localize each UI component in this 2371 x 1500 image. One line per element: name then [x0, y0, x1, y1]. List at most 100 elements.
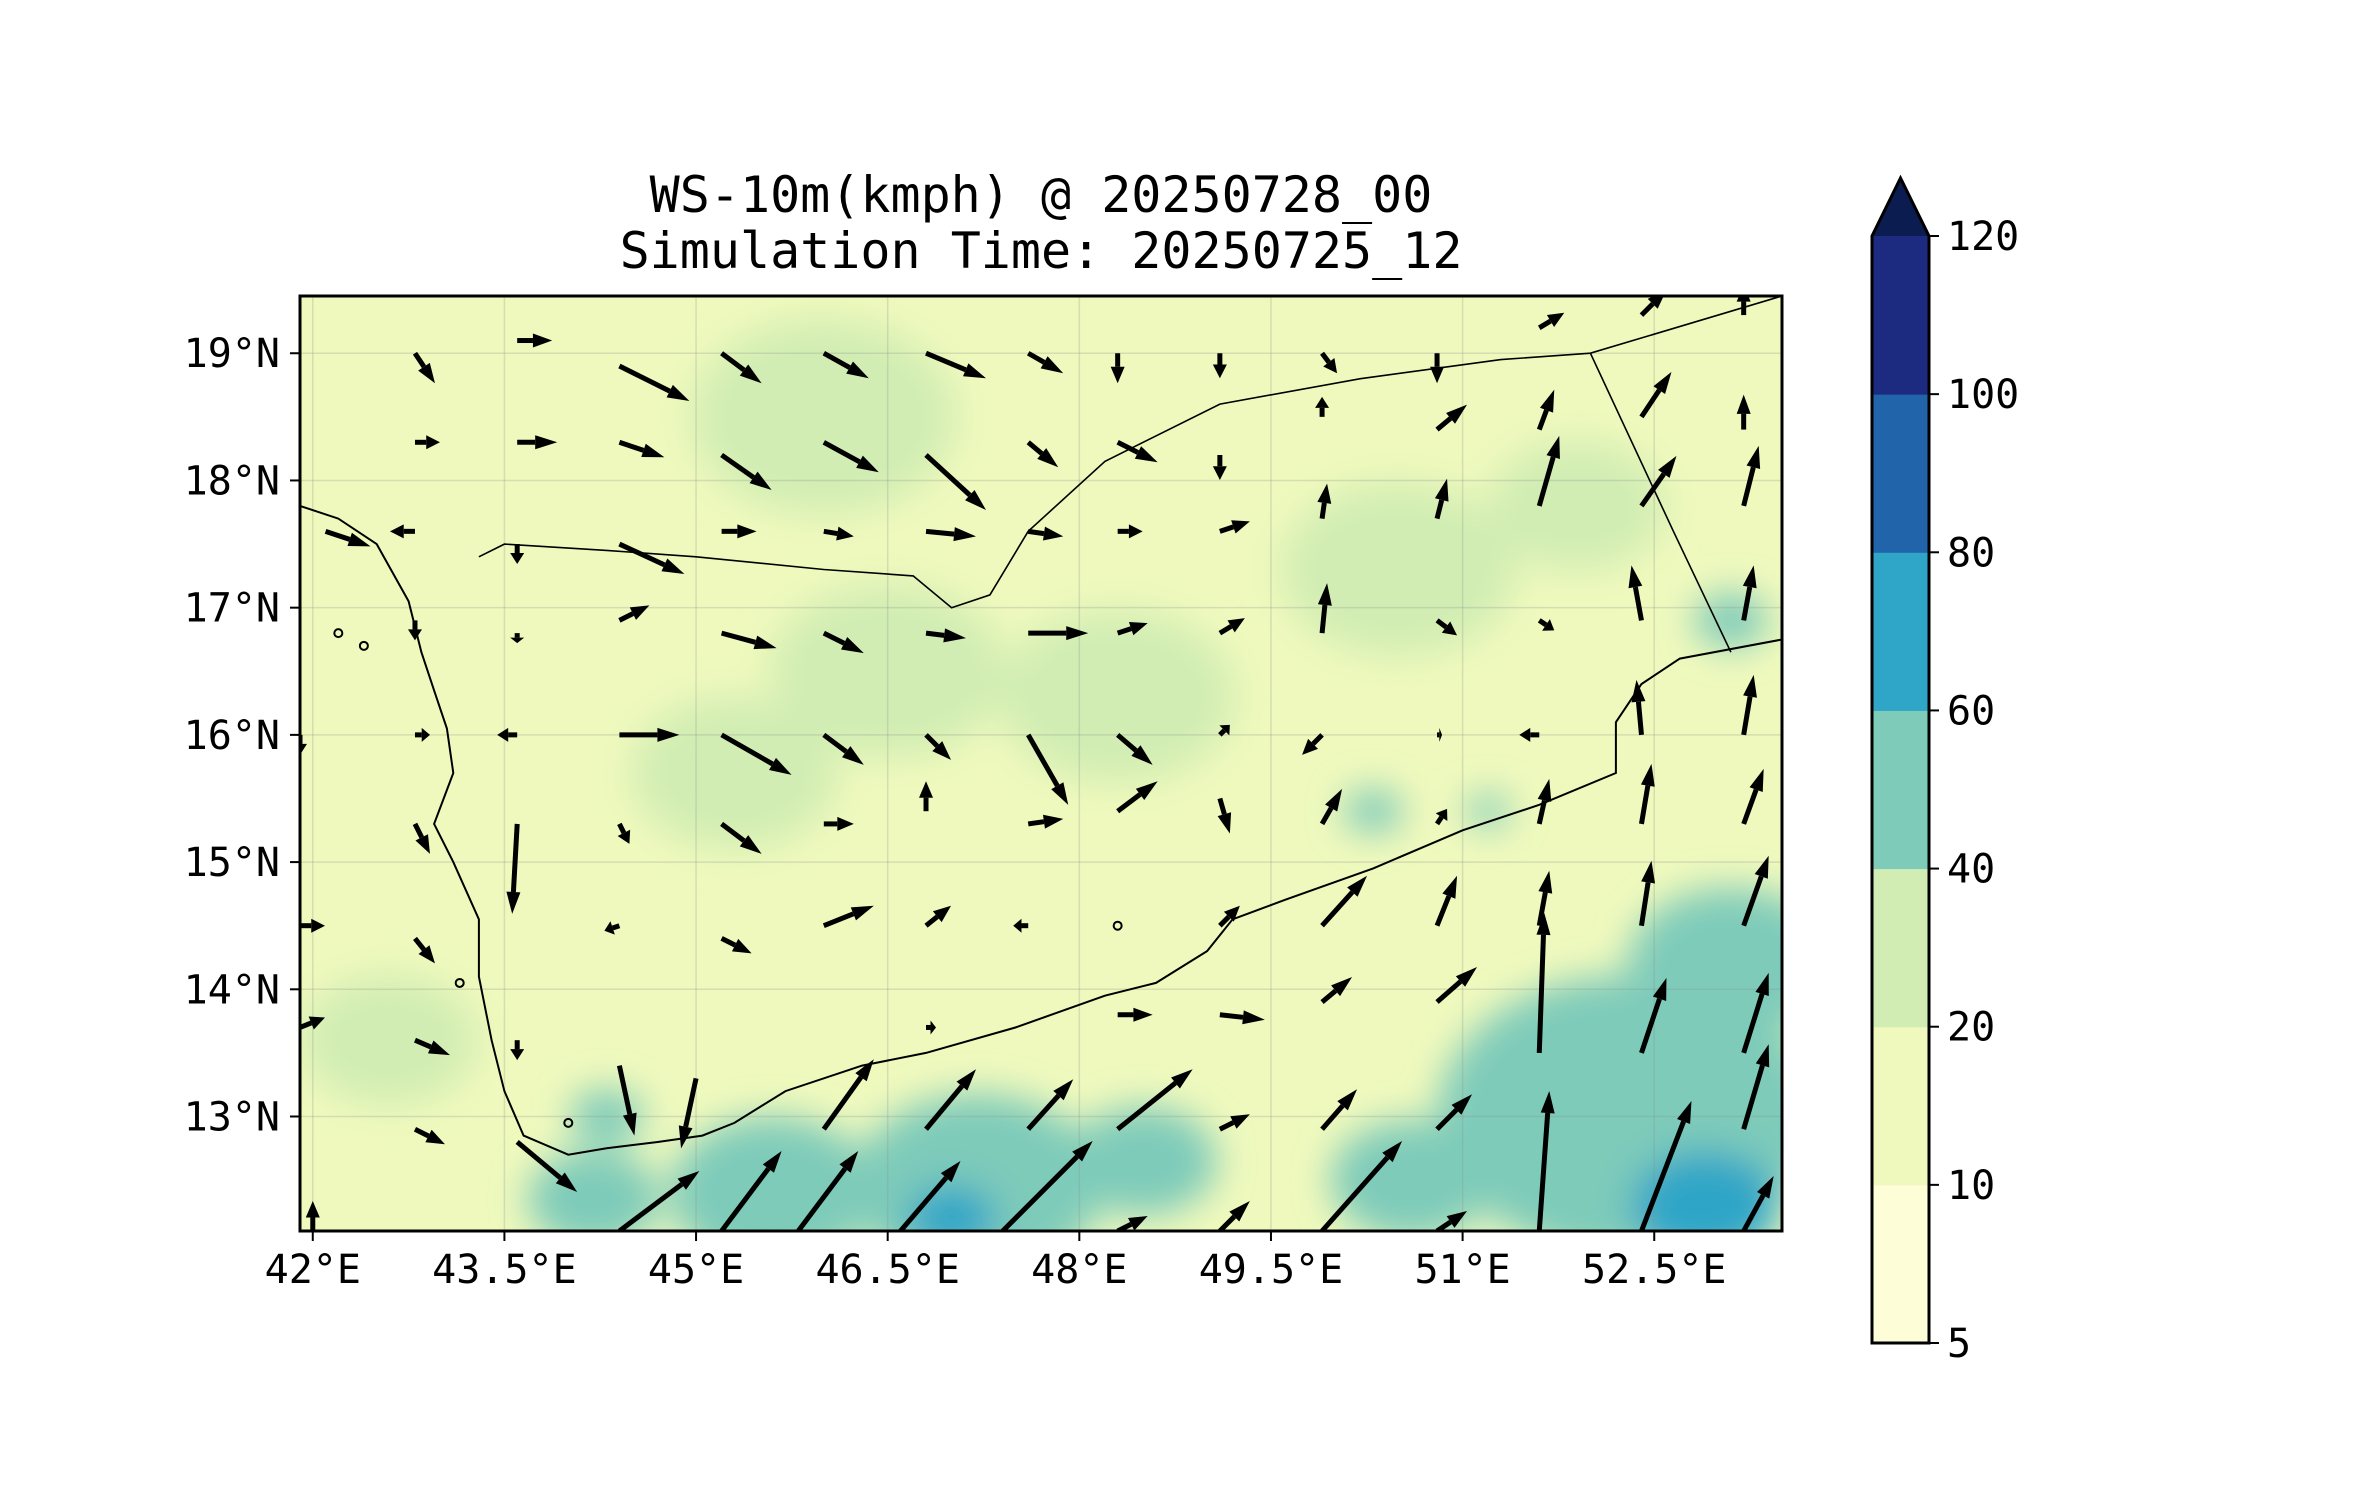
wind-vector-126 [305, 1201, 320, 1231]
speed-patch-0 [527, 1150, 660, 1231]
wind-vector-76 [823, 816, 854, 831]
wind-vector-95 [1434, 875, 1458, 927]
wind-vector-12 [1639, 296, 1664, 317]
wind-vector-127 [796, 1151, 859, 1231]
wind-vector-3 [720, 351, 762, 384]
lat-tick-label-1: 18°N [184, 458, 280, 504]
wind-vector-30 [510, 544, 525, 565]
wind-vector-11 [1537, 312, 1565, 330]
wind-vector-7 [1110, 353, 1125, 384]
wind-vector-83 [1536, 778, 1552, 825]
wind-vector-102 [616, 1065, 637, 1136]
lat-tick-label-6: 13°N [184, 1095, 280, 1141]
speed-patch-11 [1281, 482, 1517, 657]
wind-vector-10 [1430, 353, 1445, 384]
colorbar-segment-1 [1872, 1026, 1929, 1186]
wind-vector-17 [720, 452, 772, 491]
wind-vector-100 [413, 1037, 450, 1056]
wind-vector-120 [1218, 1114, 1250, 1132]
wind-vector-15 [517, 435, 558, 450]
wind-vector-67 [1302, 733, 1324, 755]
wind-vector-0 [412, 351, 435, 384]
wind-vector-63 [924, 733, 952, 760]
wind-vector-36 [1117, 524, 1143, 539]
island-1 [358, 640, 369, 651]
wind-vector-64 [1026, 733, 1069, 805]
wind-vector-19 [924, 453, 987, 511]
wind-vector-1 [517, 333, 553, 348]
speed-patch-8 [1330, 1120, 1493, 1231]
wind-vector-119 [1116, 1069, 1193, 1132]
country-border-1 [1589, 352, 1732, 653]
lon-tick-label-1: 43.5°E [432, 1247, 577, 1293]
wind-vector-40 [1536, 435, 1560, 507]
speed-patch-17 [1694, 593, 1768, 648]
island-2 [563, 1117, 574, 1128]
wind-vector-70 [1631, 679, 1646, 736]
colorbar-segment-0 [1872, 1184, 1929, 1344]
wind-vector-59 [497, 727, 518, 742]
wind-vector-134 [1741, 1176, 1774, 1231]
wind-vector-103 [678, 1077, 699, 1149]
wind-vector-38 [1317, 483, 1332, 519]
colorbar-segment-4 [1872, 552, 1929, 711]
wind-vector-112 [413, 1126, 445, 1145]
wind-vector-72 [412, 822, 430, 854]
lon-tick-label-3: 46.5°E [815, 1247, 960, 1293]
wind-vector-128 [898, 1161, 961, 1231]
wind-vector-123 [1536, 1091, 1555, 1231]
wind-vector-87 [413, 936, 435, 964]
lat-tick-label-5: 14°N [184, 967, 280, 1013]
wind-vector-122 [1435, 1094, 1473, 1131]
wind-vector-5 [925, 350, 987, 379]
speed-patch-1 [669, 1116, 876, 1231]
wind-vector-105 [1117, 1007, 1153, 1022]
wind-vector-84 [1638, 763, 1655, 825]
wind-vector-45 [618, 605, 650, 623]
colorbar-label-6: 100 [1947, 372, 2019, 418]
wind-vector-96 [1536, 870, 1553, 927]
map-gridlines [300, 296, 1782, 1231]
speed-patch-13 [770, 584, 1006, 759]
wind-vector-41 [1639, 455, 1677, 508]
wind-vector-66 [1218, 724, 1230, 737]
wind-vector-47 [822, 630, 864, 654]
wind-vector-129 [1000, 1141, 1093, 1231]
speed-patch-3 [1069, 1106, 1217, 1216]
colorbar-label-2: 20 [1947, 1005, 1995, 1051]
wind-vector-2 [618, 363, 690, 401]
speed-patch-10 [1489, 440, 1666, 572]
lon-tick-label-7: 52.5°E [1582, 1247, 1727, 1293]
wind-vector-73 [506, 823, 521, 914]
speed-patch-14 [1000, 609, 1236, 784]
wind-vector-104 [926, 1020, 937, 1035]
wind-vector-34 [925, 527, 977, 542]
speed-patch-15 [631, 697, 838, 850]
wind-vector-98 [1741, 855, 1769, 927]
colorbar-label-5: 80 [1947, 530, 1995, 576]
wind-vector-117 [924, 1069, 977, 1131]
wind-vector-33 [823, 526, 854, 541]
wind-vector-42 [1741, 445, 1761, 507]
wind-vector-65 [1116, 732, 1153, 765]
wind-vector-51 [1218, 618, 1245, 636]
wind-vector-61 [720, 732, 792, 775]
wind-vector-52 [1317, 583, 1332, 634]
map-title-line1: WS-10m(kmph) @ 20250728_00 [650, 166, 1433, 224]
wind-vector-4 [822, 351, 869, 379]
speed-patch-7 [1631, 1151, 1779, 1231]
wind-vector-56 [1741, 565, 1757, 621]
wind-vector-16 [618, 439, 665, 458]
wind-vector-54 [1537, 618, 1555, 631]
wind-vector-28 [324, 528, 371, 547]
island-0 [333, 628, 344, 639]
wind-vector-50 [1116, 621, 1148, 636]
wind-vector-80 [1217, 797, 1232, 834]
wind-vector-32 [721, 524, 757, 539]
wind-vector-35 [1027, 526, 1064, 541]
map-frame [298, 294, 1784, 1233]
wind-vector-31 [618, 541, 685, 575]
wind-vector-118 [1026, 1079, 1074, 1131]
wind-vector-62 [822, 732, 864, 765]
